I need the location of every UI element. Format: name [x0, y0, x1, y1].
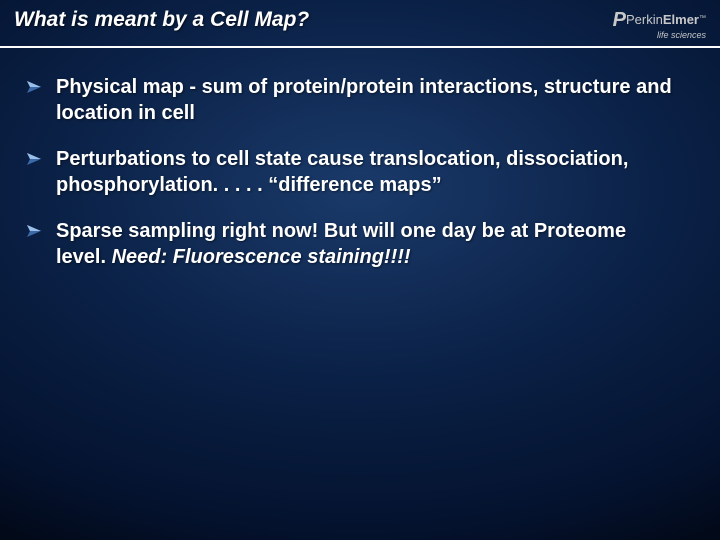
slide: What is meant by a Cell Map? PPerkinElme… [0, 0, 720, 540]
list-item: Physical map - sum of protein/protein in… [26, 74, 680, 126]
logo-check-icon: P [613, 9, 626, 31]
arrow-bullet-icon [26, 151, 42, 167]
list-item: Perturbations to cell state cause transl… [26, 146, 680, 198]
bullet-italic: Need: Fluorescence staining!!!! [112, 246, 411, 268]
logo-subtitle: life sciences [613, 31, 706, 40]
bullet-plain: Perturbations to cell state cause transl… [56, 148, 628, 196]
arrow-bullet-icon [26, 79, 42, 95]
logo-tm: ™ [699, 15, 706, 22]
list-item: Sparse sampling right now! But will one … [26, 218, 680, 270]
bullet-plain: Physical map - sum of protein/protein in… [56, 76, 672, 124]
logo-brand-bold: Elmer [663, 12, 699, 27]
slide-title: What is meant by a Cell Map? [14, 8, 309, 32]
arrow-bullet-icon [26, 223, 42, 239]
logo-brand-light: Perkin [626, 12, 663, 27]
slide-content: Physical map - sum of protein/protein in… [26, 74, 680, 290]
bullet-text: Sparse sampling right now! But will one … [56, 218, 680, 270]
bullet-text: Perturbations to cell state cause transl… [56, 146, 680, 198]
brand-logo: PPerkinElmer™ life sciences [613, 8, 706, 40]
bullet-text: Physical map - sum of protein/protein in… [56, 74, 680, 126]
slide-header: What is meant by a Cell Map? PPerkinElme… [0, 8, 720, 48]
